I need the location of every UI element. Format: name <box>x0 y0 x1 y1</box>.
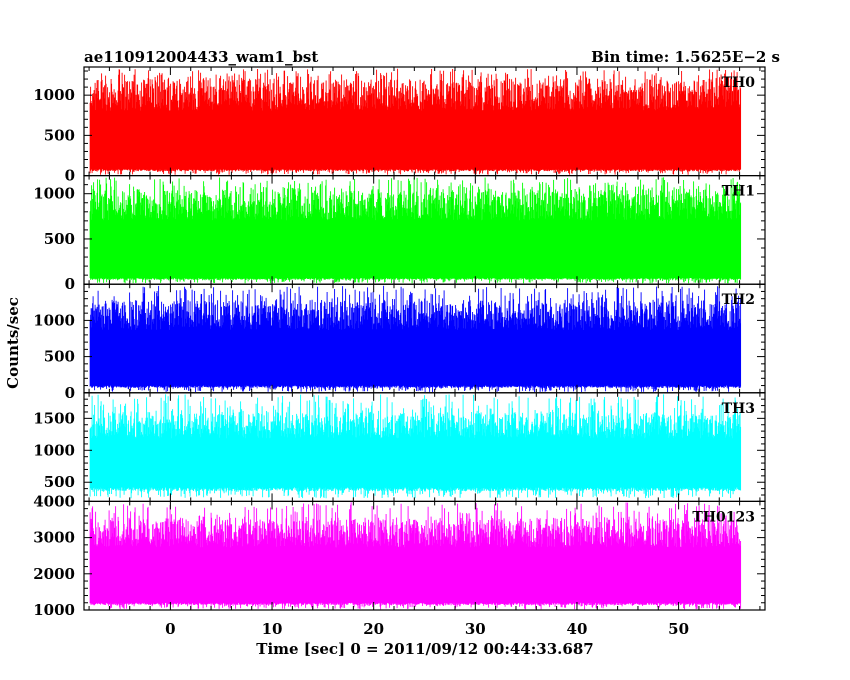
y-tick-label: 1000 <box>33 311 75 329</box>
y-tick-label: 4000 <box>33 492 75 510</box>
y-tick-label: 1000 <box>33 185 75 203</box>
y-axis-label: Counts/sec <box>4 297 22 389</box>
x-tick-label: 50 <box>668 620 689 638</box>
x-tick-label: 0 <box>165 620 175 638</box>
panel-name-label: TH1 <box>722 184 755 200</box>
y-tick-label: 1000 <box>33 86 75 104</box>
y-tick-label: 0 <box>65 167 75 185</box>
panel-name-label: TH2 <box>722 292 755 308</box>
series-th1 <box>89 177 742 284</box>
panel-name-label: TH0123 <box>692 509 755 525</box>
chart-title-right: Bin time: 1.5625E−2 s <box>591 48 780 66</box>
y-tick-label: 1000 <box>33 601 75 619</box>
y-tick-label: 500 <box>44 230 75 248</box>
y-tick-label: 0 <box>65 384 75 402</box>
x-axis-label: Time [sec] 0 = 2011/09/12 00:44:33.687 <box>256 640 593 658</box>
y-tick-label: 500 <box>44 348 75 366</box>
x-tick-label: 40 <box>567 620 588 638</box>
y-tick-label: 1000 <box>33 441 75 459</box>
y-tick-label: 500 <box>44 126 75 144</box>
panel-th2: 0 500 1000 TH2 <box>33 283 766 402</box>
panel-name-label: TH0 <box>722 75 756 91</box>
y-tick-label: 500 <box>44 473 75 491</box>
y-tick-label: 1500 <box>33 409 75 427</box>
panel-frame <box>83 500 766 611</box>
panel-th3: 500 1000 1500 TH3 <box>33 392 766 502</box>
series-th3 <box>89 394 742 499</box>
series-th0123 <box>89 502 742 610</box>
panel-th0: 0 500 1000 TH0 <box>33 66 766 185</box>
panel-th0123: 1000 2000 3000 4000 TH0123 <box>33 492 766 619</box>
x-tick-label: 10 <box>262 620 283 638</box>
y-tick-label: 3000 <box>33 529 75 547</box>
series-th2 <box>89 285 742 393</box>
y-tick-label: 0 <box>65 275 75 293</box>
panel-name-label: TH3 <box>722 401 755 417</box>
y-tick-label: 2000 <box>33 565 75 583</box>
panel-th1: 0 500 1000 TH1 <box>33 175 766 293</box>
series-th0 <box>89 68 742 175</box>
x-tick-label: 30 <box>465 620 486 638</box>
x-tick-label: 20 <box>363 620 384 638</box>
chart-title-left: ae110912004433_wam1_bst <box>84 48 318 66</box>
